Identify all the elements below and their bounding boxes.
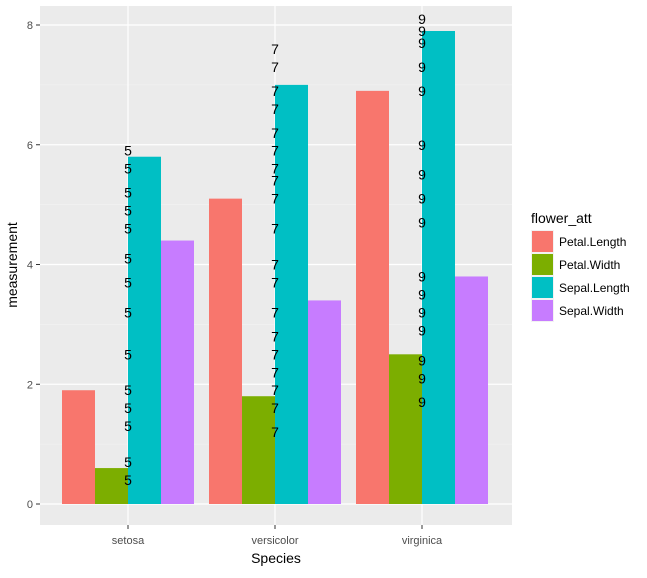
bar-text-label: 7 bbox=[271, 173, 279, 189]
bar-versicolor-sepal-length bbox=[275, 84, 308, 504]
bar-text-label: 7 bbox=[271, 221, 279, 237]
bar-text-label: 5 bbox=[124, 454, 132, 470]
bar-text-label: 5 bbox=[124, 203, 132, 219]
bar-text-label: 9 bbox=[418, 286, 426, 302]
bar-text-label: 9 bbox=[418, 23, 426, 39]
legend-label: Petal.Length bbox=[559, 235, 626, 249]
y-tick-label: 8 bbox=[27, 20, 33, 32]
legend: flower_att Petal.Length Petal.Width Sepal.… bbox=[531, 210, 630, 322]
bar-text-label: 9 bbox=[418, 137, 426, 153]
legend-title: flower_att bbox=[531, 210, 592, 226]
bars bbox=[62, 30, 488, 505]
bar-text-label: 5 bbox=[124, 161, 132, 177]
y-axis: 0 2 4 6 8 bbox=[27, 20, 40, 511]
bar-text-label: 9 bbox=[418, 268, 426, 284]
bar-text-label: 9 bbox=[418, 83, 426, 99]
bar-text-label: 9 bbox=[418, 167, 426, 183]
bar-text-label: 7 bbox=[271, 257, 279, 273]
bar-text-label: 7 bbox=[271, 83, 279, 99]
bar-text-label: 7 bbox=[271, 382, 279, 398]
bar-text-label: 5 bbox=[124, 472, 132, 488]
bar-text-label: 9 bbox=[418, 35, 426, 51]
bar-setosa-petal-width bbox=[95, 468, 128, 504]
x-tick-label: versicolor bbox=[251, 535, 298, 547]
bar-text-label: 5 bbox=[124, 382, 132, 398]
bar-text-label: 7 bbox=[271, 328, 279, 344]
bar-versicolor-sepal-width bbox=[308, 300, 341, 504]
bar-text-label: 5 bbox=[124, 304, 132, 320]
bar-setosa-sepal-length bbox=[128, 156, 161, 504]
bar-text-label: 7 bbox=[271, 143, 279, 159]
bar-virginica-petal-width bbox=[389, 354, 422, 504]
bar-text-labels: 5555555555555577777777777777777779999999… bbox=[124, 11, 426, 488]
bar-text-label: 7 bbox=[271, 424, 279, 440]
bar-text-label: 5 bbox=[124, 185, 132, 201]
bar-text-label: 7 bbox=[271, 59, 279, 75]
bar-text-label: 9 bbox=[418, 322, 426, 338]
bar-versicolor-petal-width bbox=[242, 396, 275, 504]
bar-text-label: 7 bbox=[271, 274, 279, 290]
bar-text-label: 7 bbox=[271, 161, 279, 177]
legend-label: Petal.Width bbox=[559, 258, 620, 272]
bar-text-label: 9 bbox=[418, 352, 426, 368]
bar-text-label: 7 bbox=[271, 125, 279, 141]
bar-text-label: 5 bbox=[124, 346, 132, 362]
bar-text-label: 9 bbox=[418, 370, 426, 386]
x-tick-label: virginica bbox=[402, 535, 443, 547]
bar-text-label: 7 bbox=[271, 346, 279, 362]
bar-text-label: 9 bbox=[418, 191, 426, 207]
bar-setosa-petal-length bbox=[62, 390, 95, 504]
legend-key-swatch bbox=[532, 277, 553, 298]
bar-text-label: 5 bbox=[124, 251, 132, 267]
legend-label: Sepal.Width bbox=[559, 304, 624, 318]
bar-virginica-sepal-length bbox=[422, 30, 455, 505]
bar-text-label: 7 bbox=[271, 41, 279, 57]
bar-text-label: 7 bbox=[271, 364, 279, 380]
y-tick-label: 0 bbox=[27, 499, 33, 511]
x-tick-label: setosa bbox=[112, 535, 145, 547]
x-axis: setosa versicolor virginica bbox=[112, 525, 443, 547]
y-tick-label: 2 bbox=[27, 379, 33, 391]
bar-text-label: 9 bbox=[418, 215, 426, 231]
y-axis-title: measurement bbox=[4, 222, 20, 308]
legend-key-swatch bbox=[532, 254, 553, 275]
bar-text-label: 5 bbox=[124, 400, 132, 416]
legend-key-swatch bbox=[532, 231, 553, 252]
y-tick-label: 6 bbox=[27, 140, 33, 152]
legend-label: Sepal.Length bbox=[559, 281, 630, 295]
bar-versicolor-petal-length bbox=[209, 198, 242, 504]
bar-setosa-sepal-width bbox=[161, 240, 194, 505]
y-tick-label: 4 bbox=[27, 260, 33, 272]
bar-virginica-petal-length bbox=[356, 90, 389, 505]
legend-key-swatch bbox=[532, 300, 553, 321]
bar-text-label: 9 bbox=[418, 394, 426, 410]
bar-text-label: 5 bbox=[124, 221, 132, 237]
bar-text-label: 9 bbox=[418, 304, 426, 320]
bar-text-label: 5 bbox=[124, 143, 132, 159]
bar-text-label: 7 bbox=[271, 304, 279, 320]
x-axis-title: Species bbox=[251, 550, 301, 566]
bar-text-label: 7 bbox=[271, 400, 279, 416]
bar-text-label: 9 bbox=[418, 11, 426, 27]
bar-text-label: 9 bbox=[418, 59, 426, 75]
bar-text-label: 7 bbox=[271, 191, 279, 207]
bar-text-label: 5 bbox=[124, 418, 132, 434]
bar-virginica-sepal-width bbox=[455, 276, 488, 504]
bar-text-label: 7 bbox=[271, 101, 279, 117]
bar-text-label: 5 bbox=[124, 274, 132, 290]
